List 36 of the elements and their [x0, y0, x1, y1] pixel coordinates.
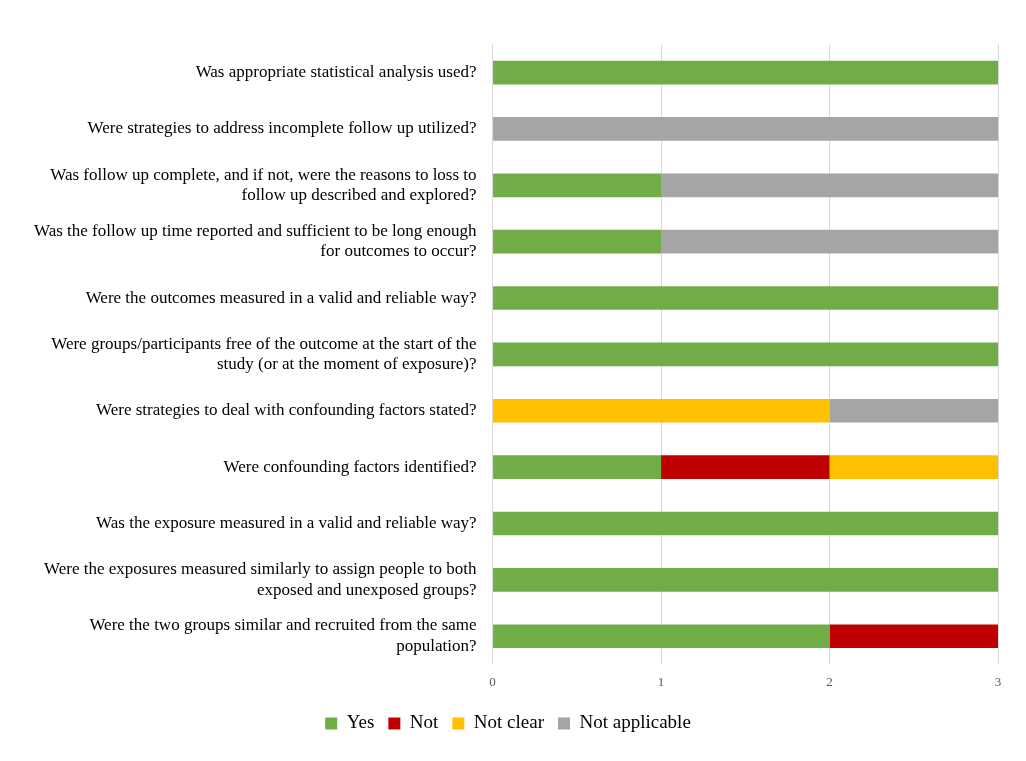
bar — [661, 173, 998, 198]
bar — [493, 173, 662, 198]
y-tick-label: Was follow up complete, and if not, were the reasons to loss to follow up described and explored? — [50, 164, 477, 204]
bar — [493, 398, 830, 423]
y-tick-label: Were confounding factors identified? — [223, 456, 477, 476]
bar — [493, 342, 998, 367]
x-tick-label: 2 — [826, 673, 833, 689]
y-tick-label: Were strategies to address incomplete follow up utilized? — [87, 118, 477, 138]
y-tick-label: Was the exposure measured in a valid and reliable way? — [96, 512, 477, 532]
bar — [493, 117, 998, 141]
bar — [661, 229, 998, 254]
bar — [493, 60, 998, 85]
bar — [493, 624, 830, 649]
legend-label: Not clear — [473, 711, 545, 733]
y-tick-label: Were the two groups similar and recruited from the same population? — [89, 615, 477, 655]
x-tick-label: 3 — [994, 673, 1002, 689]
x-tick-label: 1 — [657, 673, 665, 689]
bar — [829, 455, 998, 479]
bar — [493, 455, 662, 479]
bar — [493, 568, 998, 592]
legend-label: Yes — [346, 711, 375, 733]
y-tick-label: Were strategies to deal with confounding factors stated? — [96, 400, 477, 420]
y-tick-label: Were groups/participants free of the outcome at the start of the study (or at the moment of exposure)? — [51, 333, 477, 374]
y-tick-label: Was appropriate statistical analysis used? — [195, 62, 477, 82]
bar — [493, 286, 998, 310]
bar — [829, 624, 998, 649]
bar — [493, 511, 998, 536]
y-tick-label: Were the outcomes measured in a valid and reliable way? — [85, 287, 477, 307]
bar — [661, 455, 830, 479]
x-tick-label: 0 — [489, 673, 496, 689]
y-tick-label: Was the follow up time reported and sufficient to be long enough for outcomes to occur? — [33, 220, 478, 261]
bar — [493, 229, 662, 254]
bar — [829, 398, 998, 423]
legend-label: Not — [409, 711, 440, 733]
legend-label: Not applicable — [579, 711, 691, 733]
y-tick-label: Were the exposures measured similarly to assign people to both exposed and unexposed groups? — [44, 559, 478, 599]
